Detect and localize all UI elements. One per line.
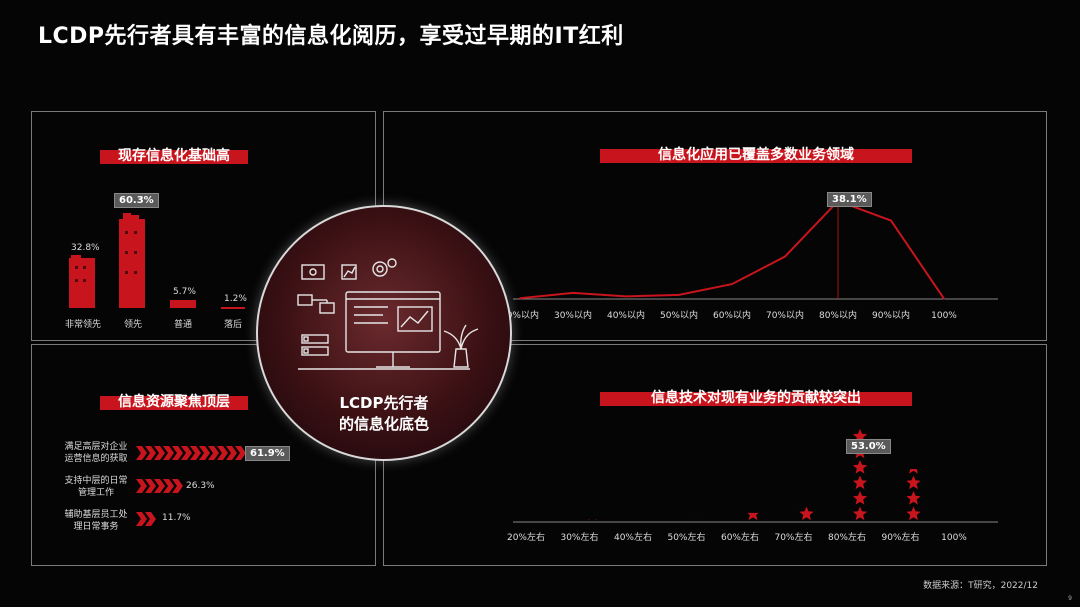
center-circle: LCDP先行者 的信息化底色 [256, 205, 512, 461]
bl-chevron-1-10 [217, 446, 228, 460]
br-tick-2: 30%左右 [560, 531, 598, 543]
tr-point-9 [943, 297, 945, 300]
br-tick-7: 80%左右 [828, 531, 866, 543]
bl-chevron-1-6 [181, 446, 192, 460]
br-star-partial-6 [799, 506, 814, 521]
br-star-8-2 [906, 491, 921, 505]
tl-label-2: 领先 [123, 320, 142, 330]
br-tick-6: 70%左右 [774, 531, 812, 543]
tl-value-1: 32.8% [71, 243, 100, 253]
tl-bar-1 [69, 258, 95, 308]
page-number: 9 [1068, 595, 1072, 602]
data-source: 数据来源：T研究，2022/12 [923, 581, 1038, 591]
tr-tick-6: 70%以内 [766, 309, 804, 321]
panel-tl-title: 现存信息化基础高 [100, 146, 248, 166]
br-tick-3: 40%左右 [614, 531, 652, 543]
center-text: LCDP先行者 的信息化底色 [338, 394, 429, 433]
panel-tr-title: 信息化应用已覆盖多数业务领域 [600, 145, 912, 165]
bl-chevron-1-12 [235, 446, 246, 460]
tl-bar-3 [170, 300, 196, 308]
tl-value-2: 60.3% [114, 193, 159, 208]
bl-chevron-3-2 [145, 512, 156, 526]
br-star-8-3 [906, 475, 921, 490]
bl-chevron-1-8 [199, 446, 210, 460]
tr-tick-2: 30%以内 [554, 309, 592, 321]
br-tick-1: 20%左右 [507, 531, 545, 543]
br-tick-5: 60%左右 [721, 531, 759, 543]
panel-br-title: 信息技术对现有业务的贡献较突出 [600, 388, 912, 408]
br-star-partial-4 [695, 519, 704, 521]
br-tick-4: 50%左右 [667, 531, 705, 543]
tl-value-3: 5.7% [173, 287, 196, 297]
bl-row-1-value: 61.9% [245, 446, 290, 461]
bl-chevron-1-5 [172, 446, 183, 460]
office-illustration-icon [297, 258, 479, 370]
bl-chevron-1-2 [145, 446, 156, 460]
tr-tick-7: 80%以内 [819, 309, 857, 321]
tr-tick-8: 90%以内 [872, 309, 910, 321]
bl-chevron-2-3 [154, 479, 165, 493]
tl-value-4: 1.2% [224, 294, 247, 304]
tr-tick-4: 50%以内 [660, 309, 698, 321]
br-peak-label: 53.0% [846, 439, 891, 454]
br-star-partial-8 [909, 468, 918, 474]
bl-chevron-1-4 [163, 446, 174, 460]
tl-label-3: 普通 [173, 320, 192, 330]
br-star-7-2 [852, 491, 868, 505]
bl-row-3-label: 辅助基层员工处 理日常事务 [64, 510, 128, 532]
tr-tick-9: 100% [931, 311, 957, 321]
tl-label-4: 落后 [223, 320, 242, 330]
tr-point-5 [731, 283, 733, 285]
bl-chevron-3-1 [136, 512, 147, 526]
br-star-8-1 [906, 506, 921, 521]
tr-point-3 [625, 295, 627, 298]
bl-chevrons [136, 446, 246, 526]
bl-row-3-value: 11.7% [162, 513, 191, 523]
br-star-partial-2 [588, 519, 597, 521]
bl-chevron-2-2 [145, 479, 156, 493]
tr-point-1 [519, 297, 521, 300]
bl-chevron-1-1 [136, 446, 147, 460]
bl-row-1-label: 满足高层对企业 运营信息的获取 [64, 442, 128, 464]
br-tick-8: 90%左右 [881, 531, 919, 543]
bl-chevron-1-9 [208, 446, 219, 460]
br-star-partial-5 [747, 512, 759, 521]
panel-bl-title: 信息资源聚焦顶层 [100, 392, 248, 412]
tl-bar-4 [221, 307, 245, 309]
tl-label-1: 非常领先 [64, 320, 101, 330]
bl-chevron-2-5 [172, 479, 183, 493]
tl-buildings [69, 213, 245, 309]
tr-point-2 [572, 292, 574, 294]
br-star-7-3 [852, 475, 868, 490]
tl-bar-2 [119, 219, 145, 308]
bl-chevron-2-1 [136, 479, 147, 493]
bl-chevron-1-3 [154, 446, 165, 460]
tr-point-6 [784, 255, 786, 258]
page-title: LCDP先行者具有丰富的信息化阅历，享受过早期的IT红利 [38, 24, 624, 49]
tr-line-chart: 20%以内 30%以内 40%以内 50%以内 60%以内 70%以内 80%以内 90%以内… [501, 199, 998, 321]
bl-chevron-2-4 [163, 479, 174, 493]
tr-point-4 [678, 294, 680, 296]
bl-row-2-label: 支持中层的日常 管理工作 [64, 476, 128, 498]
br-tick-9: 100% [941, 533, 967, 543]
tr-point-8 [890, 219, 892, 222]
br-star-7-4 [852, 460, 868, 474]
tr-peak-label: 38.1% [827, 192, 872, 207]
bl-chevron-1-11 [226, 446, 237, 460]
tr-tick-5: 60%以内 [713, 309, 751, 321]
bl-row-2-value: 26.3% [186, 481, 215, 491]
bl-chevron-1-7 [190, 446, 201, 460]
br-star-7-1 [852, 506, 868, 521]
tr-tick-3: 40%以内 [607, 309, 645, 321]
